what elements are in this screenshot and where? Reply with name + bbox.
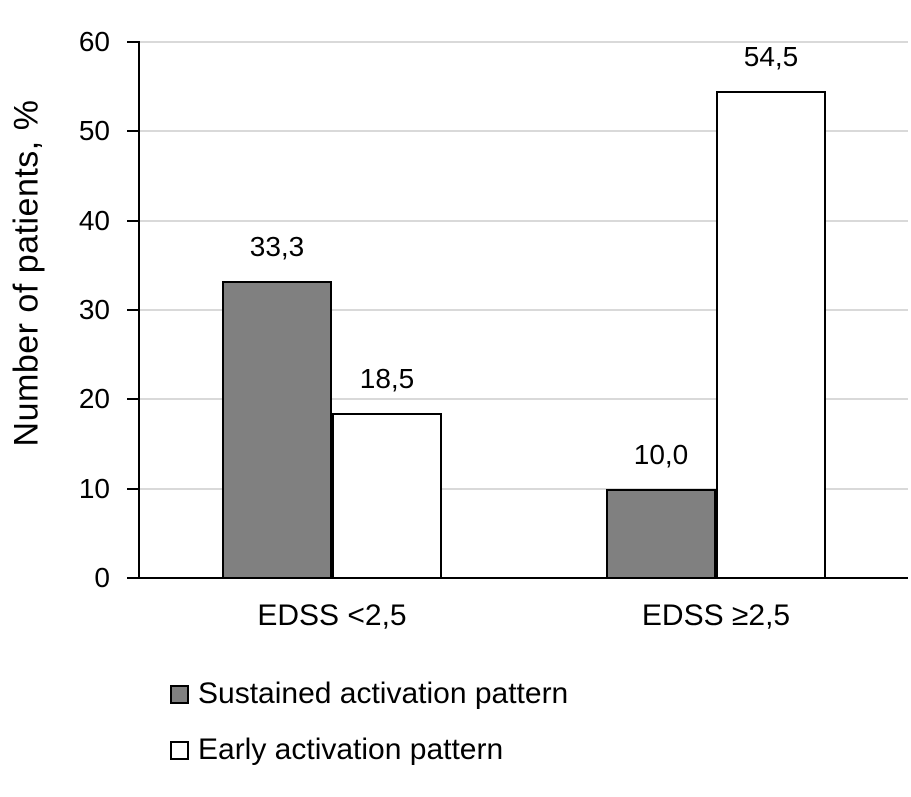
legend-swatch-sustained-icon: [170, 684, 189, 704]
x-category-label-edss-ge-2-5: EDSS ≥2,5: [641, 599, 791, 632]
y-axis-tick: [127, 309, 140, 311]
bar-series0-cat0: [222, 280, 332, 579]
x-category-label-edss-lt-2-5: EDSS <2,5: [257, 599, 407, 632]
y-axis-tick-label: 0: [94, 562, 110, 593]
bar-value-label: 18,5: [359, 362, 415, 394]
y-axis-tick: [127, 487, 140, 490]
y-axis-tick-label: 40: [78, 204, 110, 236]
y-axis-tick: [127, 398, 140, 401]
bar-value-label: 54,5: [743, 41, 799, 73]
gridline: [140, 219, 908, 222]
bar-value-label: 33,3: [249, 230, 305, 262]
legend-label-early: Early activation pattern: [198, 733, 504, 766]
y-axis-line: [138, 41, 140, 579]
y-axis-tick-label: 50: [78, 115, 110, 147]
y-axis-tick: [127, 41, 140, 43]
y-axis-tick-label: 30: [78, 294, 110, 325]
bar-series0-cat1: [606, 488, 716, 579]
gridline: [140, 130, 908, 133]
legend-swatch-early-icon: [170, 740, 189, 760]
gridline: [140, 487, 908, 490]
gridline: [140, 41, 908, 43]
y-axis-tick: [127, 130, 140, 133]
y-axis-tick: [127, 219, 140, 222]
gridline: [140, 398, 908, 401]
gridline: [140, 309, 908, 311]
bar-series1-cat0: [332, 412, 442, 579]
y-axis-tick-label: 20: [78, 383, 110, 415]
legend-item-sustained: Sustained activation pattern: [170, 676, 568, 712]
y-axis-tick-label: 60: [78, 26, 110, 57]
legend-item-early: Early activation pattern: [170, 732, 503, 768]
bar-series1-cat1: [716, 91, 826, 579]
x-axis-line: [127, 577, 908, 579]
bar-value-label: 10,0: [633, 438, 689, 470]
y-axis-tick-label: 10: [78, 472, 110, 504]
legend-label-sustained: Sustained activation pattern: [198, 677, 569, 710]
